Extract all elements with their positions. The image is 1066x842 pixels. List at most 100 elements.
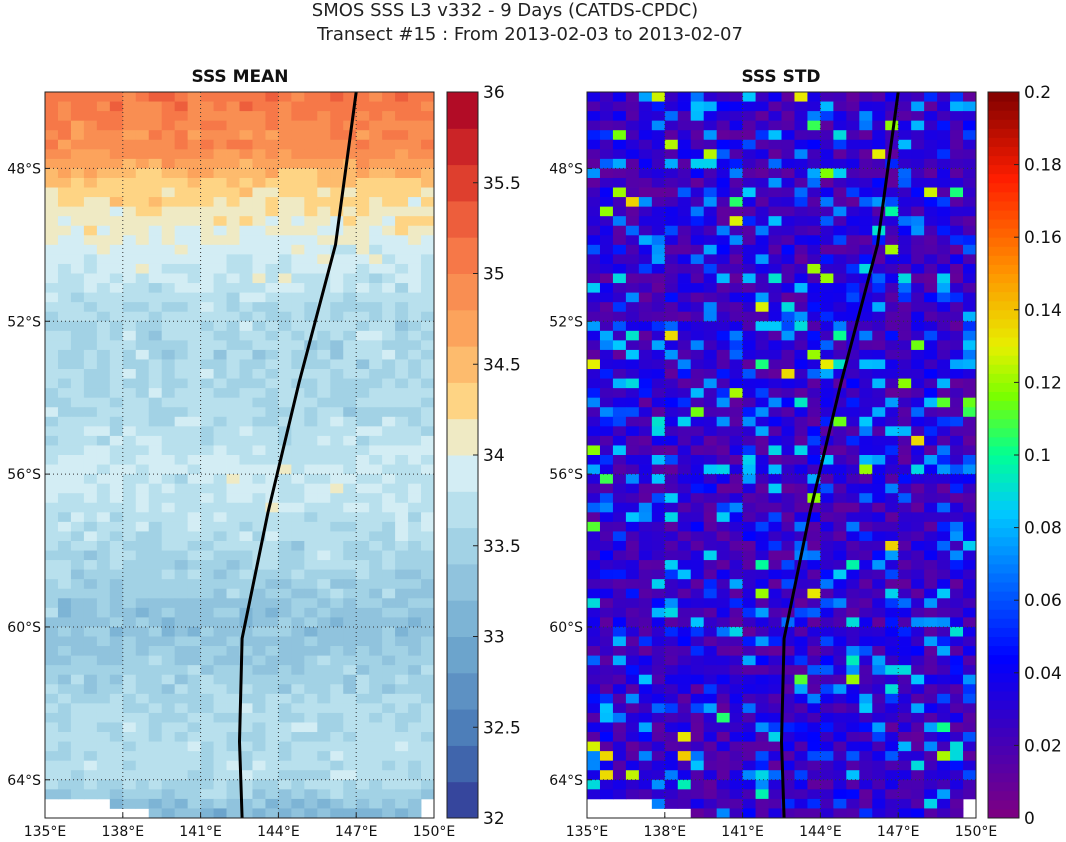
heatmap-cell bbox=[963, 540, 977, 551]
heatmap-cell bbox=[408, 349, 422, 360]
heatmap-cell bbox=[226, 216, 240, 227]
heatmap-cell bbox=[677, 703, 692, 714]
heatmap-cell bbox=[265, 789, 279, 800]
heatmap-cell bbox=[382, 197, 396, 208]
heatmap-cell bbox=[820, 779, 834, 790]
lon-tick-label: 138°E bbox=[102, 824, 145, 840]
heatmap-cell bbox=[291, 359, 305, 370]
heatmap-cell bbox=[729, 92, 743, 102]
heatmap-cell bbox=[187, 684, 201, 695]
heatmap-cell bbox=[768, 626, 782, 637]
heatmap-cell bbox=[265, 206, 279, 217]
heatmap-cell bbox=[898, 483, 912, 494]
heatmap-cell bbox=[317, 177, 331, 188]
heatmap-cell bbox=[187, 712, 201, 723]
colorbar-segment bbox=[988, 772, 1019, 783]
heatmap-cell bbox=[83, 330, 98, 341]
heatmap-cell bbox=[369, 101, 383, 112]
heatmap-cell bbox=[174, 751, 189, 762]
heatmap-cell bbox=[755, 120, 769, 131]
heatmap-cell bbox=[382, 512, 396, 523]
heatmap-cell bbox=[794, 693, 808, 704]
heatmap-cell bbox=[226, 197, 240, 208]
heatmap-cell bbox=[109, 474, 124, 485]
heatmap-cell bbox=[768, 168, 782, 179]
heatmap-cell bbox=[239, 712, 253, 723]
heatmap-cell bbox=[213, 741, 227, 752]
heatmap-cell bbox=[651, 502, 666, 513]
colorbar-segment bbox=[988, 409, 1019, 420]
heatmap-cell bbox=[872, 388, 886, 399]
heatmap-cell bbox=[625, 741, 640, 752]
heatmap-cell bbox=[135, 120, 150, 131]
heatmap-cell bbox=[677, 435, 692, 446]
heatmap-cell bbox=[807, 712, 821, 723]
heatmap-cell bbox=[587, 254, 601, 265]
heatmap-cell bbox=[356, 445, 370, 456]
heatmap-cell bbox=[174, 292, 189, 303]
heatmap-cell bbox=[291, 111, 305, 122]
heatmap-cell bbox=[200, 512, 214, 523]
heatmap-cell bbox=[148, 397, 163, 408]
heatmap-cell bbox=[651, 263, 666, 274]
heatmap-cell bbox=[716, 665, 731, 676]
heatmap-cell bbox=[226, 579, 240, 590]
heatmap-cell bbox=[950, 646, 964, 656]
heatmap-cell bbox=[846, 445, 860, 456]
heatmap-cell bbox=[742, 292, 756, 303]
heatmap-cell bbox=[291, 760, 305, 771]
heatmap-cell bbox=[83, 626, 98, 637]
heatmap-cell bbox=[161, 588, 176, 599]
heatmap-cell bbox=[265, 617, 279, 628]
heatmap-cell bbox=[187, 283, 201, 293]
heatmap-cell bbox=[677, 321, 692, 332]
heatmap-cell bbox=[109, 349, 124, 360]
heatmap-cell bbox=[317, 798, 331, 809]
heatmap-cell bbox=[703, 493, 718, 504]
heatmap-cell bbox=[820, 607, 834, 618]
heatmap-cell bbox=[768, 283, 782, 293]
heatmap-cell bbox=[794, 168, 808, 179]
heatmap-cell bbox=[187, 273, 201, 284]
heatmap-cell bbox=[781, 741, 795, 752]
heatmap-cell bbox=[239, 263, 253, 274]
heatmap-cell bbox=[599, 598, 614, 609]
heatmap-cell bbox=[343, 340, 357, 351]
heatmap-cell bbox=[872, 626, 886, 637]
heatmap-cell bbox=[911, 770, 925, 781]
heatmap-cell bbox=[950, 283, 964, 293]
heatmap-cell bbox=[716, 760, 731, 771]
heatmap-cell bbox=[781, 464, 795, 475]
heatmap-cell bbox=[83, 512, 98, 523]
heatmap-cell bbox=[690, 789, 705, 800]
heatmap-cell bbox=[872, 502, 886, 513]
heatmap-cell bbox=[794, 101, 808, 112]
heatmap-cell bbox=[174, 579, 189, 590]
heatmap-cell bbox=[148, 330, 163, 341]
heatmap-cell bbox=[742, 646, 756, 656]
heatmap-cell bbox=[820, 397, 834, 408]
heatmap-cell bbox=[898, 760, 912, 771]
heatmap-cell bbox=[252, 617, 266, 628]
heatmap-cell bbox=[846, 416, 860, 427]
heatmap-cell bbox=[96, 598, 111, 609]
heatmap-cell bbox=[820, 263, 834, 274]
heatmap-cell bbox=[651, 655, 666, 666]
heatmap-cell bbox=[794, 579, 808, 590]
heatmap-cell bbox=[83, 540, 98, 551]
heatmap-cell bbox=[898, 244, 912, 255]
heatmap-cell bbox=[57, 263, 72, 274]
heatmap-cell bbox=[729, 779, 743, 790]
heatmap-cell bbox=[304, 158, 318, 169]
heatmap-cell bbox=[885, 369, 899, 379]
heatmap-cell bbox=[820, 502, 834, 513]
heatmap-cell bbox=[599, 111, 614, 122]
heatmap-cell bbox=[612, 369, 627, 379]
heatmap-cell bbox=[70, 588, 85, 599]
heatmap-cell bbox=[937, 636, 951, 647]
heatmap-cell bbox=[794, 646, 808, 656]
heatmap-cell bbox=[664, 92, 679, 102]
heatmap-cell bbox=[690, 302, 705, 313]
heatmap-cell bbox=[664, 789, 679, 800]
heatmap-cell bbox=[96, 206, 111, 217]
